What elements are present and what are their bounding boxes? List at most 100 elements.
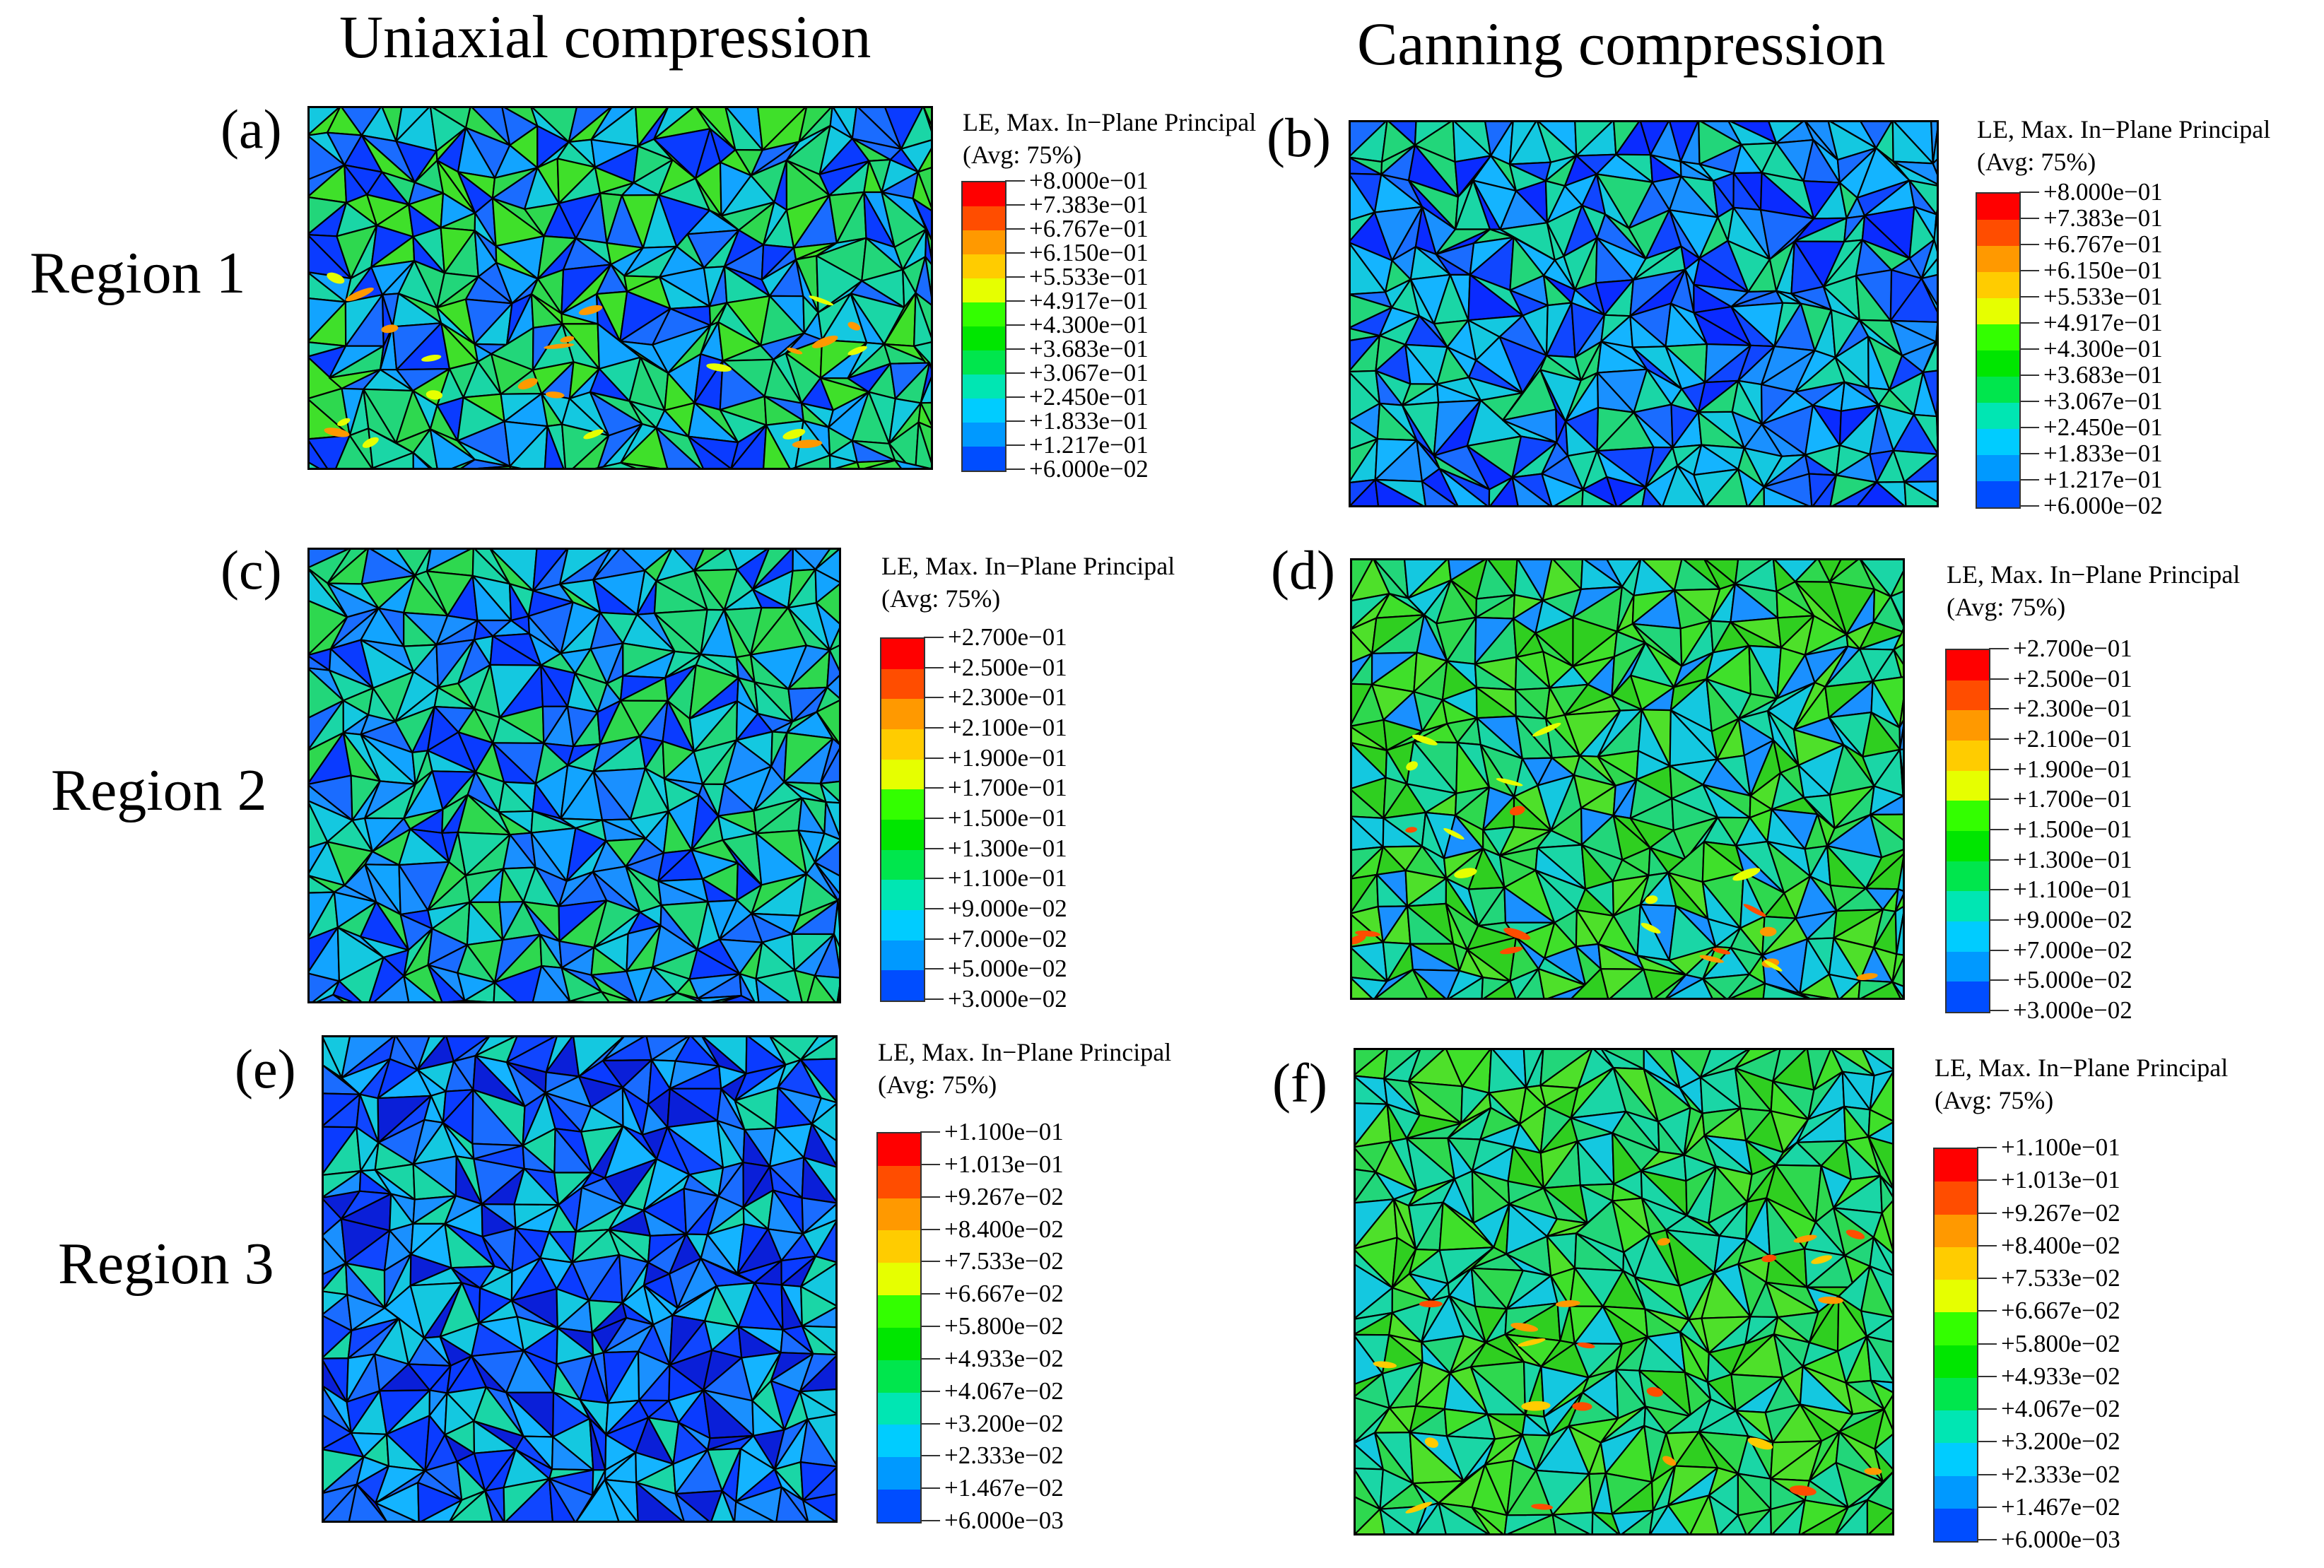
legend-color-segment: [963, 206, 1005, 230]
strain-hotspot: [1747, 1437, 1773, 1450]
legend-tick-label: +6.667e−02: [944, 1280, 1064, 1308]
legend-tick-label: +6.000e−02: [2043, 492, 2163, 519]
legend-color-segment: [881, 759, 924, 790]
strain-hotspot: [346, 288, 374, 302]
legend-tick-mark: [1989, 1010, 2009, 1011]
legend-color-segment: [878, 1490, 920, 1522]
grain-cell: [733, 1501, 777, 1523]
legend-color-segment: [1935, 1508, 1977, 1541]
legend-color-bar: [1933, 1148, 1978, 1543]
legend-color-segment: [881, 789, 924, 820]
legend-tick-mark: [1977, 1278, 1997, 1279]
grain-cells: [1350, 558, 1905, 1000]
grain-cell: [375, 1502, 420, 1523]
strain-hotspot: [1532, 722, 1561, 737]
legend-tick-mark: [2019, 348, 2039, 350]
legend-color-segment: [1977, 403, 2019, 429]
legend-tick-mark: [920, 1196, 940, 1198]
grain-cells: [1354, 1048, 1894, 1535]
strain-hotspot: [1811, 1255, 1833, 1264]
legend-tick-mark: [924, 757, 944, 759]
legend-tick-mark: [924, 637, 944, 638]
legend-tick-label: +4.300e−01: [2043, 335, 2163, 362]
legend-title-a: LE, Max. In−Plane Principal (Avg: 75%): [963, 106, 1256, 171]
legend-color-segment: [1977, 220, 2019, 246]
legend-tick-mark: [1005, 300, 1025, 302]
legend-tick-label: +6.150e−01: [1029, 239, 1149, 266]
legend-color-segment: [1935, 1246, 1977, 1280]
grain-cell: [687, 435, 732, 470]
strain-hotspot: [1699, 955, 1724, 963]
strain-hotspot: [337, 418, 351, 426]
grain-cell: [1702, 977, 1728, 1000]
strain-hotspot: [792, 440, 823, 449]
legend-tick-label: +9.000e−02: [948, 895, 1067, 922]
grain-cell: [412, 452, 433, 470]
legend-tick-label: +7.000e−02: [2013, 936, 2132, 964]
legend-tick-mark: [924, 998, 944, 1000]
strain-hotspot: [1443, 827, 1465, 840]
legend-tick-label: +4.933e−02: [2001, 1362, 2120, 1390]
grain-cell: [1641, 486, 1663, 507]
legend-color-segment: [881, 729, 924, 760]
legend-color-segment: [1947, 680, 1989, 711]
grain-cell: [922, 106, 933, 136]
strain-hotspot: [1499, 946, 1523, 955]
grain-cell: [1438, 1502, 1491, 1535]
legend-tick-label: +7.000e−02: [948, 924, 1067, 953]
mesh-border: [307, 548, 841, 1003]
legend-tick-label: +1.467e−02: [944, 1474, 1064, 1502]
mesh-border: [322, 1035, 838, 1523]
legend-tick-mark: [1977, 1473, 1997, 1475]
strain-hotspot: [1764, 960, 1783, 972]
grain-cell: [1889, 596, 1905, 631]
legend-tick-label: +3.683e−01: [1029, 335, 1149, 362]
legend-color-segment: [881, 849, 924, 880]
strain-hotspot: [1496, 778, 1523, 786]
panel-label-a: (a): [221, 98, 282, 160]
strain-hotspot: [578, 305, 603, 315]
mesh-contour-e: [322, 1035, 838, 1523]
grain-cell: [674, 1492, 712, 1523]
grain-cells: [1349, 120, 1939, 507]
mesh-border: [1349, 120, 1939, 507]
grain-cell: [1581, 488, 1618, 507]
legend-tick-mark: [924, 908, 944, 909]
grain-cell: [548, 1478, 577, 1523]
legend-color-segment: [1947, 921, 1989, 952]
grain-cell: [1920, 278, 1939, 317]
legend-tick-mark: [2019, 505, 2039, 507]
legend-tick-mark: [1989, 738, 2009, 740]
legend-title-c: LE, Max. In−Plane Principal (Avg: 75%): [881, 550, 1175, 615]
strain-hotspot: [1405, 1502, 1433, 1514]
grain-cell: [1412, 969, 1448, 1000]
grain-cells: [322, 1035, 838, 1523]
column-title-canning: Canning compression: [1357, 10, 1886, 78]
grain-cell: [655, 427, 704, 470]
legend-tick-mark: [2019, 401, 2039, 402]
legend-color-segment: [1947, 801, 1989, 831]
legend-tick-mark: [2019, 479, 2039, 481]
legend-tick-mark: [1989, 768, 2009, 770]
strain-hotspot: [1793, 1234, 1817, 1243]
strain-hotspot: [1572, 1402, 1592, 1411]
grain-cell: [1350, 976, 1375, 1000]
legend-title-line2: (Avg: 75%): [1977, 148, 2096, 176]
strain-hotspot: [1509, 806, 1525, 815]
legend-tick-label: +1.900e−01: [948, 743, 1067, 772]
legend-tick-mark: [2019, 322, 2039, 324]
legend-color-segment: [1947, 982, 1989, 1012]
grain-cell: [1661, 464, 1706, 507]
legend-color-segment: [1977, 429, 2019, 455]
legend-tick-mark: [1989, 889, 2009, 891]
legend-tick-label: +2.500e−01: [948, 653, 1067, 681]
legend-tick-label: +2.333e−02: [2001, 1460, 2120, 1488]
legend-tick-label: +2.700e−01: [2013, 635, 2132, 662]
legend-tick-mark: [924, 697, 944, 699]
legend-tick-mark: [1977, 1375, 1997, 1377]
legend-color-segment: [1935, 1280, 1977, 1313]
mesh-contour-a: [307, 106, 933, 470]
grain-cell: [403, 975, 439, 1003]
grain-cell: [1438, 468, 1490, 507]
legend-tick-label: +1.833e−01: [2043, 440, 2163, 467]
